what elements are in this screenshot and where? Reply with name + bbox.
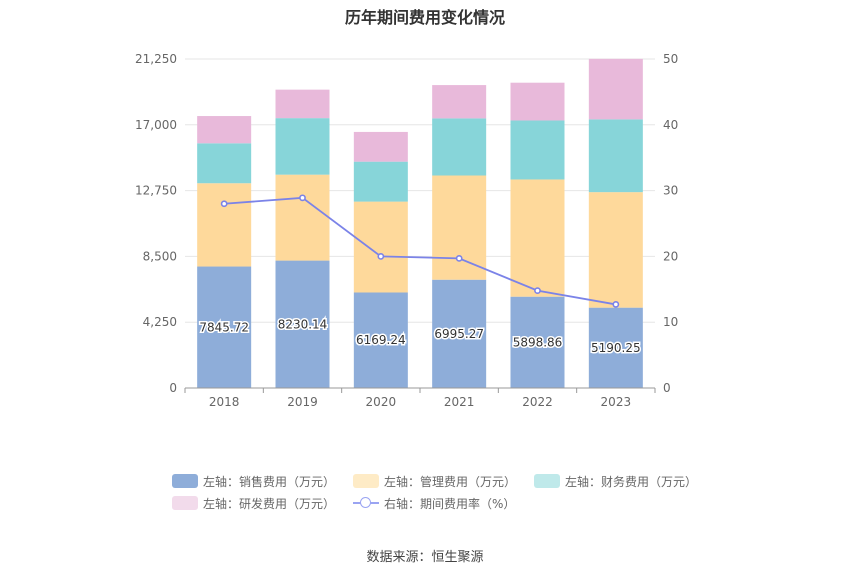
bar-segment	[353, 131, 408, 162]
expense-ratio-point	[377, 252, 385, 260]
right-axis-tick-label: 30	[663, 184, 678, 198]
legend-label-management: 左轴：管理费用（万元）	[384, 474, 517, 489]
x-axis-tick-label: 2021	[444, 395, 475, 409]
bar-segment	[275, 174, 330, 261]
legend-label-rnd: 左轴：研发费用（万元）	[203, 496, 336, 511]
data-label: 7845.72	[199, 320, 249, 334]
right-axis-tick-label: 0	[663, 381, 671, 395]
bar-segment	[197, 143, 252, 184]
data-label: 5190.25	[591, 341, 641, 355]
legend-line-icon	[353, 496, 380, 510]
right-axis-tick-label: 40	[663, 118, 678, 132]
bar-segment	[510, 179, 565, 297]
bar-segment	[197, 116, 252, 144]
bar-segment	[588, 58, 643, 120]
bar-segment	[432, 175, 487, 280]
bar-segment	[432, 279, 487, 388]
bar-segment	[197, 266, 252, 388]
legend: 左轴：销售费用（万元） 左轴：管理费用（万元） 左轴：财务费用（万元） 左轴：研…	[172, 470, 732, 514]
legend-swatch-sales	[172, 474, 198, 488]
legend-label-sales: 左轴：销售费用（万元）	[203, 474, 336, 489]
legend-item-management[interactable]: 左轴：管理费用（万元）	[353, 473, 516, 490]
bar-segment	[275, 260, 330, 388]
x-axis-tick-label: 2018	[209, 395, 240, 409]
legend-item-rnd[interactable]: 左轴：研发费用（万元）	[172, 495, 335, 512]
bar-segment	[197, 183, 252, 267]
right-axis-tick-label: 50	[663, 52, 678, 66]
x-axis-tick-label: 2020	[366, 395, 397, 409]
bar-segment	[588, 119, 643, 193]
expense-ratio-point	[299, 194, 306, 202]
legend-item-sales[interactable]: 左轴：销售费用（万元）	[172, 473, 335, 490]
chart-title: 历年期间费用变化情况	[344, 8, 505, 27]
bar-segment	[510, 82, 565, 121]
bar-segment	[275, 118, 330, 175]
data-label: 8230.14	[278, 317, 328, 331]
bar-segment	[353, 161, 408, 202]
left-axis-tick-label: 17,000	[135, 118, 177, 132]
x-axis-tick-label: 2019	[287, 395, 318, 409]
legend-item-finance[interactable]: 左轴：财务费用（万元）	[534, 473, 697, 490]
left-axis-tick-label: 21,250	[135, 52, 177, 66]
expense-ratio-point	[612, 301, 620, 308]
bar-segment	[275, 89, 330, 119]
left-axis-tick-label: 4,250	[143, 315, 177, 329]
legend-swatch-finance	[534, 474, 561, 488]
bar-segment	[588, 192, 643, 308]
expense-ratio-point	[534, 287, 541, 295]
bar-segment	[353, 292, 408, 388]
left-axis-tick-label: 12,750	[135, 184, 177, 198]
bar-segment	[432, 118, 487, 176]
legend-swatch-rnd	[172, 496, 198, 510]
legend-label-expense-ratio: 右轴：期间费用率（%）	[384, 496, 516, 511]
expense-ratio-point	[220, 200, 228, 208]
legend-swatch-management	[353, 474, 380, 488]
expense-ratio-point	[455, 254, 463, 262]
bar-segment	[510, 296, 565, 388]
expense-ratio-line	[224, 196, 616, 306]
bar-segment	[588, 307, 643, 388]
x-axis-tick-label: 2022	[522, 395, 553, 409]
bar-segment	[510, 120, 565, 180]
x-axis-tick-label: 2023	[601, 395, 632, 409]
bar-segment	[353, 201, 408, 293]
left-axis-tick-label: 0	[169, 381, 177, 395]
data-label: 6169.24	[356, 333, 406, 347]
bar-segment	[432, 85, 487, 119]
right-axis-tick-label: 10	[663, 315, 678, 329]
data-source: 数据来源：恒生聚源	[366, 550, 484, 565]
legend-label-finance: 左轴：财务费用（万元）	[565, 474, 698, 489]
data-label: 5898.86	[513, 335, 563, 349]
right-axis-tick-label: 20	[663, 249, 678, 263]
legend-item-expense-ratio[interactable]: 右轴：期间费用率（%）	[353, 495, 515, 512]
data-label: 6995.27	[434, 327, 484, 341]
left-axis-tick-label: 8,500	[143, 249, 177, 263]
